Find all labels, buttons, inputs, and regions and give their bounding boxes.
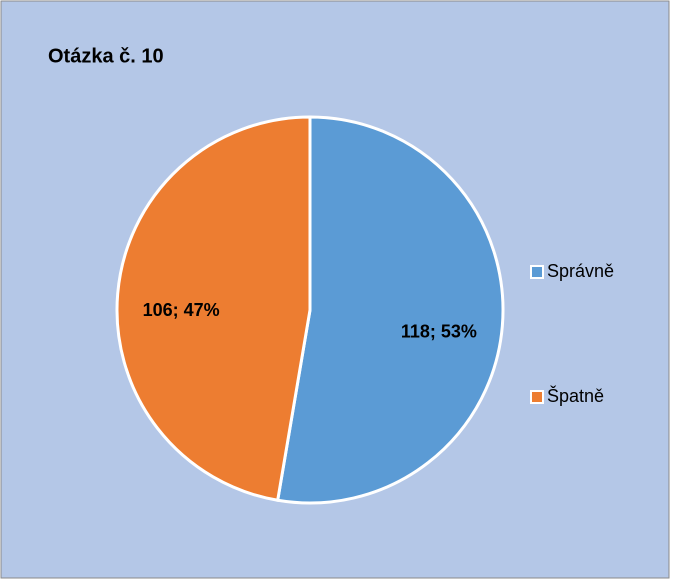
legend-swatch (530, 265, 544, 279)
chart-title: Otázka č. 10 (48, 45, 164, 67)
pie-slice (115, 115, 312, 503)
data-label: 106; 47% (143, 300, 220, 320)
pie-slice (275, 115, 505, 505)
legend-label: Špatně (547, 385, 604, 406)
legend-swatch (530, 390, 544, 404)
data-label: 118; 53% (401, 322, 477, 342)
legend-label: Správně (547, 261, 614, 281)
